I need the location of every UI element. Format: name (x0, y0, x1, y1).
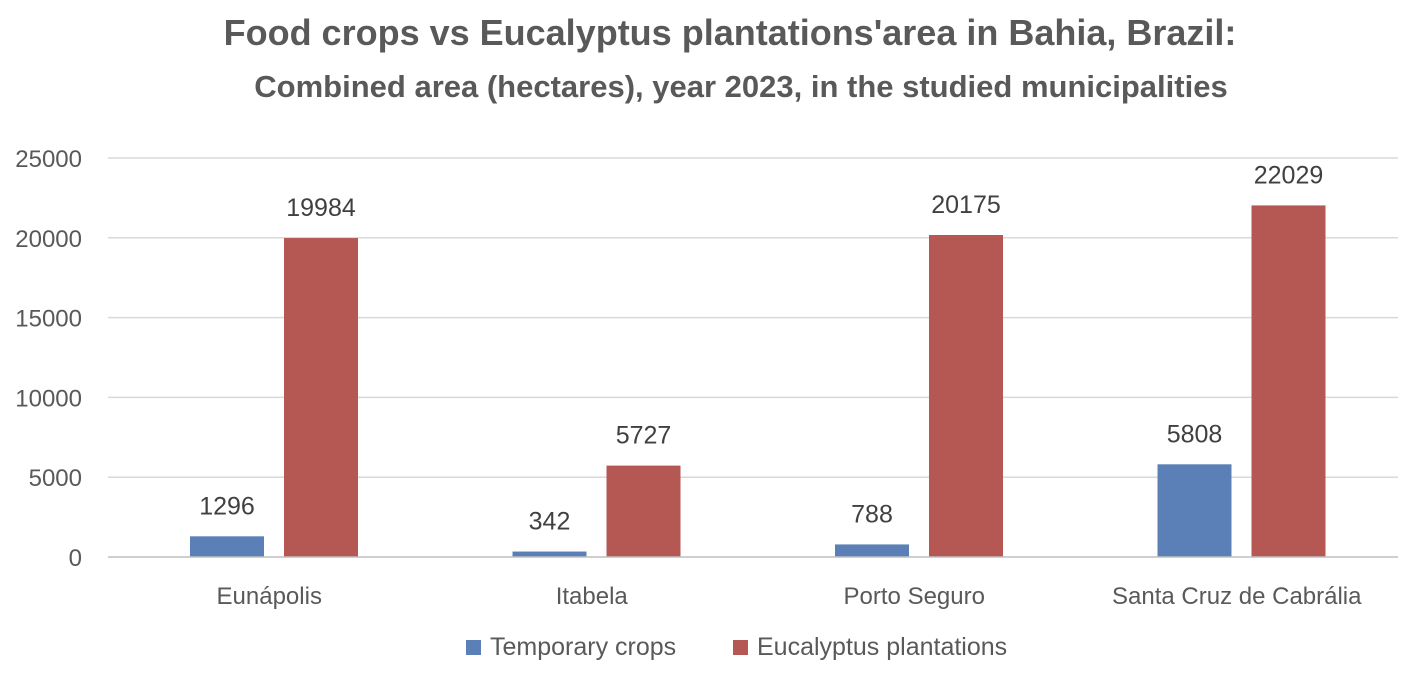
bar (929, 235, 1003, 557)
y-tick-label: 5000 (29, 465, 82, 492)
bar (606, 465, 681, 557)
data-label: 19984 (286, 194, 356, 222)
data-label: 22029 (1254, 161, 1324, 189)
legend-item: Eucalyptus plantations (733, 633, 1007, 661)
y-tick-label: 25000 (15, 146, 82, 173)
bar (512, 551, 587, 557)
x-tick-label: Itabela (556, 583, 629, 610)
chart-title: Food crops vs Eucalyptus plantations'are… (224, 12, 1237, 53)
y-tick-label: 20000 (15, 226, 82, 253)
legend-swatch (733, 640, 748, 655)
legend-label: Eucalyptus plantations (757, 633, 1007, 661)
bar (1251, 205, 1326, 557)
data-label: 1296 (199, 492, 255, 520)
legend-item: Temporary crops (466, 633, 676, 661)
data-label: 5727 (616, 422, 672, 450)
chart-subtitle: Combined area (hectares), year 2023, in … (254, 69, 1227, 104)
data-label: 788 (851, 500, 893, 528)
bar (1157, 464, 1232, 557)
data-label: 20175 (931, 191, 1001, 219)
bar (190, 536, 264, 557)
x-tick-label: Santa Cruz de Cabrália (1112, 583, 1362, 610)
x-axis: Eunápolis Itabela Porto Seguro Santa Cruz d… (108, 556, 1398, 610)
y-axis-ticks: 0 5000 10000 15000 20000 25000 (15, 146, 82, 572)
y-tick-label: 15000 (15, 306, 82, 333)
legend-swatch (466, 640, 481, 655)
y-tick-label: 0 (69, 545, 82, 572)
bars (190, 205, 1326, 557)
bar (835, 544, 909, 557)
data-labels: 1296 19984 342 5727 788 20175 5808 22029 (199, 161, 1323, 535)
x-tick-label: Eunápolis (217, 583, 322, 610)
legend: Temporary crops Eucalyptus plantations (466, 633, 1007, 661)
legend-label: Temporary crops (490, 633, 676, 661)
data-label: 5808 (1167, 420, 1223, 448)
bar (284, 238, 358, 557)
x-tick-label: Porto Seguro (844, 583, 985, 610)
data-label: 342 (529, 508, 571, 536)
y-tick-label: 10000 (15, 385, 82, 412)
